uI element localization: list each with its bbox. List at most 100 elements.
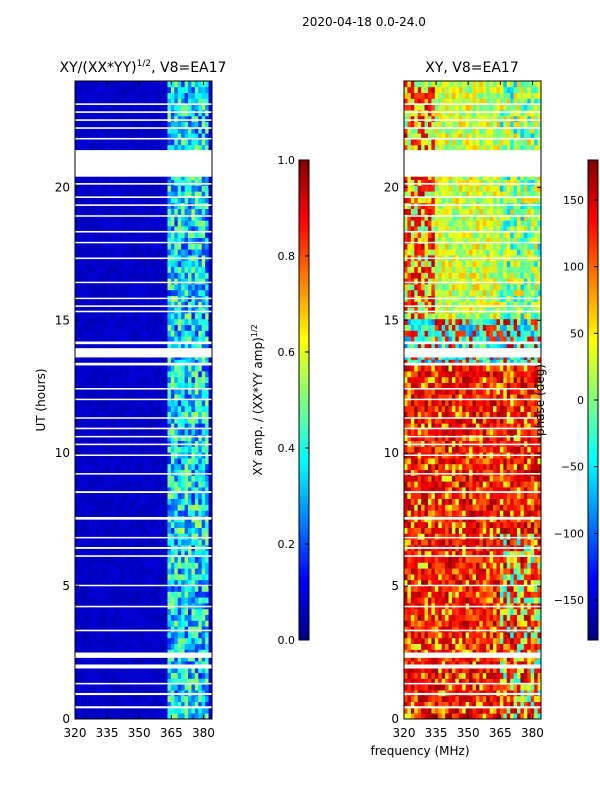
heatmap-cell [157, 550, 162, 557]
heatmap-cell [105, 579, 110, 586]
heatmap-cell [129, 469, 134, 476]
heatmap-cell [208, 214, 212, 221]
heatmap-cell [150, 86, 155, 93]
heatmap-cell [102, 388, 107, 395]
heatmap-cell [133, 284, 138, 291]
heatmap-cell [198, 701, 203, 708]
heatmap-cell [105, 266, 110, 273]
heatmap-cell [208, 487, 212, 494]
heatmap-cell [184, 521, 189, 528]
heatmap-cell [458, 666, 463, 673]
heatmap-cell [164, 243, 168, 250]
heatmap-cell [414, 672, 419, 679]
heatmap-cell [95, 469, 100, 476]
heatmap-cell [523, 666, 528, 673]
heatmap-cell [153, 423, 158, 430]
heatmap-cell [88, 278, 93, 285]
heatmap-cell [201, 115, 206, 122]
heatmap-cell [205, 127, 209, 134]
heatmap-cell [88, 394, 93, 401]
heatmap-cell [136, 284, 141, 291]
heatmap-cell [174, 371, 179, 378]
heatmap-cell [112, 318, 117, 325]
heatmap-cell [143, 127, 148, 134]
heatmap-cell [153, 417, 158, 424]
heatmap-cell [85, 86, 90, 93]
heatmap-cell [174, 388, 179, 395]
heatmap-cell [95, 249, 100, 256]
heatmap-cell [188, 469, 192, 476]
heatmap-cell [150, 637, 155, 644]
heatmap-cell [126, 139, 131, 146]
heatmap-cell [164, 249, 168, 256]
heatmap-cell [126, 98, 131, 105]
heatmap-cell [133, 498, 138, 505]
heatmap-cell [208, 179, 212, 186]
heatmap-cell [191, 324, 196, 331]
heatmap-cell [75, 173, 79, 180]
heatmap-cell [201, 127, 206, 134]
heatmap-cell [177, 249, 182, 256]
heatmap-cell [140, 649, 144, 656]
heatmap-cell [92, 289, 96, 296]
heatmap-cell [174, 133, 179, 140]
heatmap-cell [201, 678, 206, 685]
heatmap-cell [469, 701, 473, 708]
heatmap-cell [133, 550, 138, 557]
heatmap-cell [177, 260, 182, 267]
heatmap-cell [136, 220, 141, 227]
heatmap-cell [78, 655, 83, 662]
heatmap-cell [194, 266, 199, 273]
heatmap-cell [85, 620, 90, 627]
heatmap-cell [205, 585, 209, 592]
heatmap-cell [75, 678, 79, 685]
heatmap-cell [177, 365, 182, 372]
heatmap-cell [109, 127, 114, 134]
heatmap-cell [201, 313, 206, 320]
heatmap-cell [160, 289, 165, 296]
heatmap-cell [146, 197, 151, 204]
heatmap-cell [122, 307, 127, 314]
heatmap-cell [105, 463, 110, 470]
heatmap-cell [78, 556, 83, 563]
heatmap-cell [205, 469, 209, 476]
heatmap-cell [434, 649, 439, 656]
heatmap-cell [510, 649, 514, 656]
heatmap-cell [95, 121, 100, 128]
heatmap-cell [78, 365, 83, 372]
heatmap-cell [191, 98, 196, 105]
heatmap-cell [88, 208, 93, 215]
heatmap-cell [527, 672, 532, 679]
heatmap-cell [102, 655, 107, 662]
heatmap-cell [184, 620, 189, 627]
heatmap-cell [167, 336, 172, 343]
heatmap-cell [129, 533, 134, 540]
heatmap-cell [112, 591, 117, 598]
heatmap-cell [150, 371, 155, 378]
heatmap-cell [85, 400, 90, 407]
heatmap-cell [81, 139, 86, 146]
heatmap-cell [486, 713, 491, 719]
heatmap-cell [143, 197, 148, 204]
heatmap-cell [75, 81, 79, 88]
heatmap-cell [208, 463, 212, 470]
heatmap-cell [174, 191, 179, 198]
heatmap-cell [140, 574, 144, 581]
heatmap-cell [167, 179, 172, 186]
heatmap-cell [410, 684, 415, 691]
heatmap-cell [92, 376, 96, 383]
heatmap-cell [201, 423, 206, 430]
heatmap-cell [105, 110, 110, 117]
heatmap-cell [109, 701, 114, 708]
heatmap-cell [98, 330, 103, 337]
heatmap-cell [205, 266, 209, 273]
heatmap-cell [208, 632, 212, 639]
heatmap-cell [160, 423, 165, 430]
heatmap-cell [177, 179, 182, 186]
heatmap-cell [126, 527, 131, 534]
heatmap-cell [126, 707, 131, 714]
heatmap-cell [102, 220, 107, 227]
heatmap-cell [150, 376, 155, 383]
heatmap-cell [417, 707, 422, 714]
heatmap-cell [520, 655, 525, 662]
